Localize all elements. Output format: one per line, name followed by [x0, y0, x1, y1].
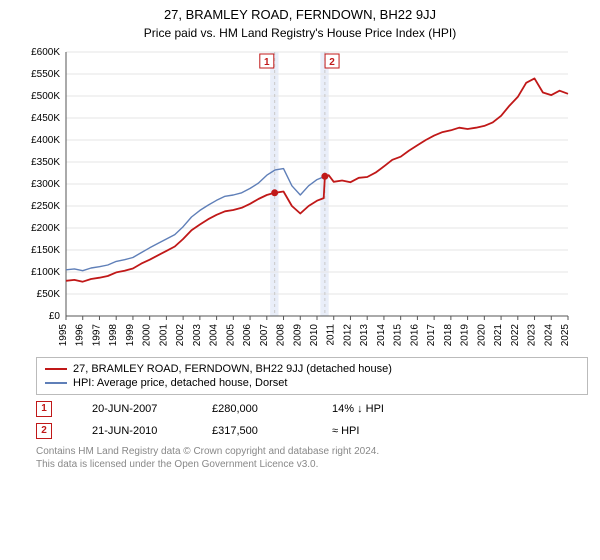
svg-text:£550K: £550K	[31, 69, 60, 80]
svg-text:1: 1	[264, 57, 270, 68]
legend-label: HPI: Average price, detached house, Dors…	[73, 377, 287, 389]
attribution-footer: Contains HM Land Registry data © Crown c…	[36, 445, 588, 471]
svg-text:2014: 2014	[376, 323, 387, 345]
sale-diff: ≈ HPI	[332, 425, 412, 437]
svg-text:£500K: £500K	[31, 91, 60, 102]
svg-text:£250K: £250K	[31, 201, 60, 212]
sale-marker: 1	[36, 401, 52, 417]
svg-text:£450K: £450K	[31, 113, 60, 124]
svg-text:2025: 2025	[560, 323, 571, 345]
sale-date: 21-JUN-2010	[92, 425, 172, 437]
legend-swatch	[45, 382, 67, 384]
svg-text:1997: 1997	[91, 323, 102, 345]
svg-text:2004: 2004	[209, 323, 220, 345]
svg-text:2003: 2003	[192, 323, 203, 345]
svg-text:£100K: £100K	[31, 267, 60, 278]
svg-text:£50K: £50K	[37, 289, 61, 300]
sale-row: 1 20-JUN-2007 £280,000 14% ↓ HPI	[36, 401, 588, 417]
svg-text:2001: 2001	[158, 323, 169, 345]
sale-price: £317,500	[212, 425, 292, 437]
chart-container: £0 £50K £100K £150K £200K £250K £300K £350K £400…	[20, 46, 580, 351]
sale-price: £280,000	[212, 403, 292, 415]
svg-text:2012: 2012	[342, 323, 353, 345]
svg-text:2022: 2022	[510, 323, 521, 345]
svg-text:£400K: £400K	[31, 135, 60, 146]
svg-text:2007: 2007	[259, 323, 270, 345]
legend-swatch	[45, 368, 67, 370]
svg-text:2016: 2016	[409, 323, 420, 345]
svg-text:2: 2	[329, 57, 335, 68]
svg-text:1999: 1999	[125, 323, 136, 345]
svg-text:2000: 2000	[142, 323, 153, 345]
svg-text:£0: £0	[49, 311, 61, 322]
svg-text:2011: 2011	[326, 323, 337, 345]
svg-text:£150K: £150K	[31, 245, 60, 256]
footer-line: Contains HM Land Registry data © Crown c…	[36, 445, 588, 458]
svg-text:£600K: £600K	[31, 47, 60, 58]
svg-text:£300K: £300K	[31, 179, 60, 190]
svg-text:2009: 2009	[292, 323, 303, 345]
sale-row: 2 21-JUN-2010 £317,500 ≈ HPI	[36, 423, 588, 439]
svg-text:1998: 1998	[108, 323, 119, 345]
svg-text:£200K: £200K	[31, 223, 60, 234]
svg-text:1996: 1996	[75, 323, 86, 345]
chart-title: 27, BRAMLEY ROAD, FERNDOWN, BH22 9JJ	[0, 0, 600, 24]
svg-text:2020: 2020	[476, 323, 487, 345]
sale-date: 20-JUN-2007	[92, 403, 172, 415]
svg-text:2023: 2023	[527, 323, 538, 345]
legend-item: HPI: Average price, detached house, Dors…	[45, 376, 579, 390]
svg-text:2017: 2017	[426, 323, 437, 345]
svg-text:1995: 1995	[58, 323, 69, 345]
svg-text:2024: 2024	[543, 323, 554, 345]
footer-line: This data is licensed under the Open Gov…	[36, 458, 588, 471]
svg-text:£350K: £350K	[31, 157, 60, 168]
price-chart: £0 £50K £100K £150K £200K £250K £300K £350K £400…	[20, 46, 580, 346]
chart-subtitle: Price paid vs. HM Land Registry's House …	[0, 24, 600, 40]
svg-text:2013: 2013	[359, 323, 370, 345]
svg-text:2008: 2008	[276, 323, 287, 345]
sales-table: 1 20-JUN-2007 £280,000 14% ↓ HPI 2 21-JUN-201…	[0, 401, 600, 439]
sale-marker: 2	[36, 423, 52, 439]
legend-item: 27, BRAMLEY ROAD, FERNDOWN, BH22 9JJ (de…	[45, 362, 579, 376]
svg-text:2002: 2002	[175, 323, 186, 345]
svg-text:2005: 2005	[225, 323, 236, 345]
svg-text:2018: 2018	[443, 323, 454, 345]
legend-label: 27, BRAMLEY ROAD, FERNDOWN, BH22 9JJ (de…	[73, 363, 392, 375]
svg-text:2010: 2010	[309, 323, 320, 345]
svg-text:2019: 2019	[460, 323, 471, 345]
svg-text:2021: 2021	[493, 323, 504, 345]
sale-diff: 14% ↓ HPI	[332, 403, 412, 415]
legend: 27, BRAMLEY ROAD, FERNDOWN, BH22 9JJ (de…	[36, 357, 588, 395]
svg-text:2006: 2006	[242, 323, 253, 345]
svg-text:2015: 2015	[393, 323, 404, 345]
